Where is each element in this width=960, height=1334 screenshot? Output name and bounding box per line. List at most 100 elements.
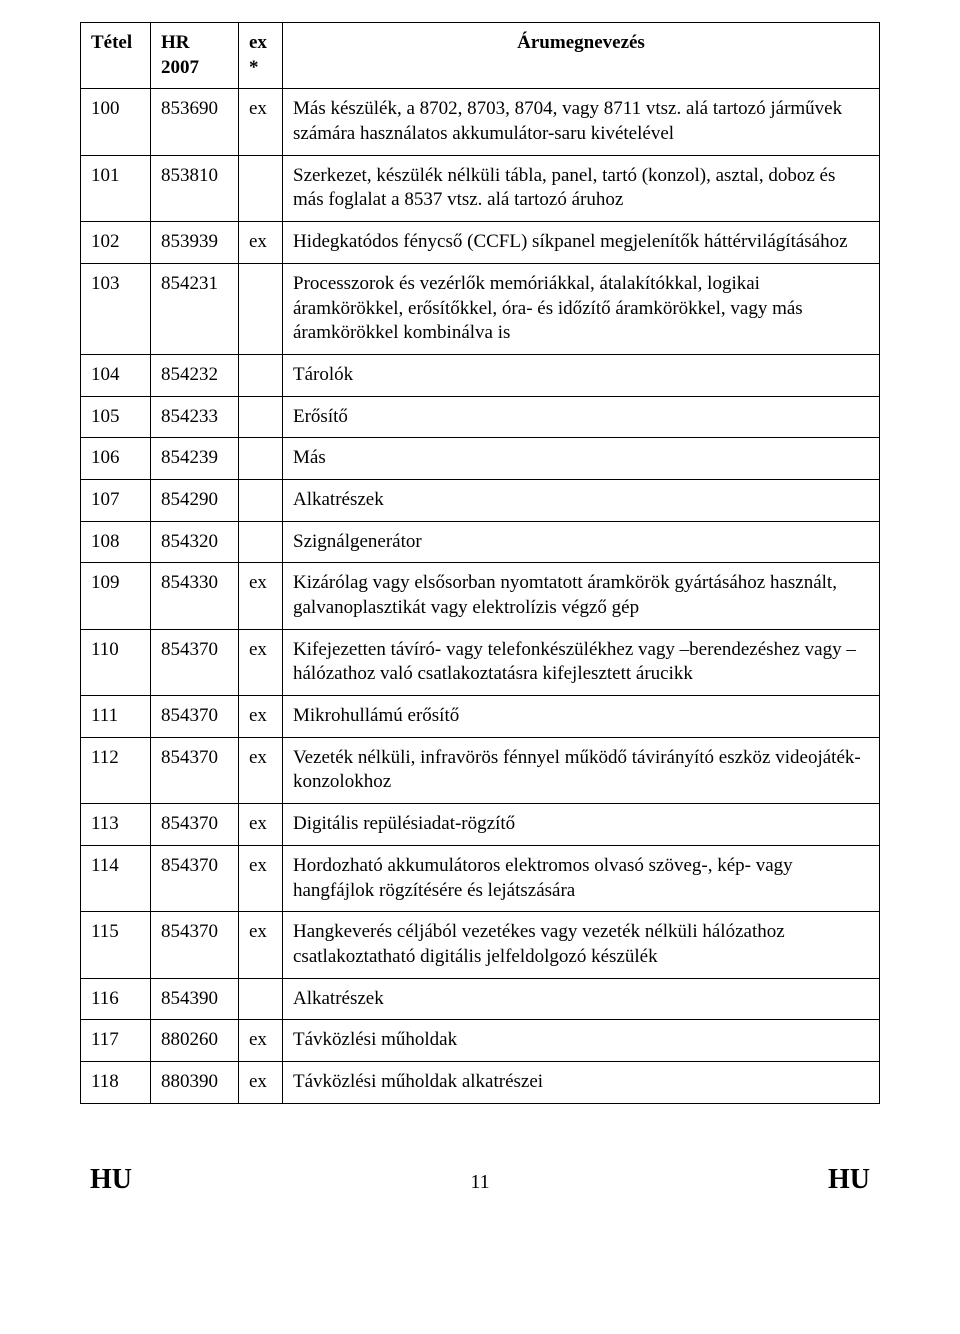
cell-tetel: 111	[81, 696, 151, 738]
cell-ex: ex	[239, 629, 283, 695]
cell-ex	[239, 155, 283, 221]
cell-ex	[239, 978, 283, 1020]
cell-ex: ex	[239, 696, 283, 738]
cell-arumegnevezes: Szignálgenerátor	[283, 521, 880, 563]
cell-hr: 854370	[151, 629, 239, 695]
document-page: Tétel HR 2007 ex * Árumegnevezés 1008536…	[0, 0, 960, 1256]
table-row: 100853690exMás készülék, a 8702, 8703, 8…	[81, 89, 880, 155]
cell-ex: ex	[239, 912, 283, 978]
table-row: 115854370exHangkeverés céljából vezetéke…	[81, 912, 880, 978]
cell-arumegnevezes: Vezeték nélküli, infravörös fénnyel műkö…	[283, 737, 880, 803]
table-row: 109854330exKizárólag vagy elsősorban nyo…	[81, 563, 880, 629]
col-header-hr: HR 2007	[151, 23, 239, 89]
cell-hr: 880390	[151, 1061, 239, 1103]
cell-ex	[239, 521, 283, 563]
cell-tetel: 101	[81, 155, 151, 221]
cell-arumegnevezes: Processzorok és vezérlők memóriákkal, át…	[283, 263, 880, 354]
cell-ex: ex	[239, 804, 283, 846]
table-row: 112854370exVezeték nélküli, infravörös f…	[81, 737, 880, 803]
cell-hr: 854231	[151, 263, 239, 354]
cell-hr: 854390	[151, 978, 239, 1020]
cell-tetel: 116	[81, 978, 151, 1020]
cell-ex	[239, 354, 283, 396]
lang-code-right: HU	[828, 1164, 870, 1196]
cell-hr: 854233	[151, 396, 239, 438]
table-row: 103854231 Processzorok és vezérlők memóri…	[81, 263, 880, 354]
cell-hr: 854330	[151, 563, 239, 629]
table-row: 113854370exDigitális repülésiadat-rögzít…	[81, 804, 880, 846]
table-row: 104854232 Tárolók	[81, 354, 880, 396]
cell-ex: ex	[239, 845, 283, 911]
cell-arumegnevezes: Kizárólag vagy elsősorban nyomtatott ára…	[283, 563, 880, 629]
cell-hr: 854320	[151, 521, 239, 563]
cell-tetel: 117	[81, 1020, 151, 1062]
cell-arumegnevezes: Kifejezetten távíró- vagy telefonkészülé…	[283, 629, 880, 695]
cell-arumegnevezes: Hangkeverés céljából vezetékes vagy veze…	[283, 912, 880, 978]
cell-tetel: 108	[81, 521, 151, 563]
cell-tetel: 112	[81, 737, 151, 803]
table-row: 108854320 Szignálgenerátor	[81, 521, 880, 563]
table-row: 101853810 Szerkezet, készülék nélküli táb…	[81, 155, 880, 221]
cell-hr: 854370	[151, 804, 239, 846]
cell-arumegnevezes: Alkatrészek	[283, 479, 880, 521]
cell-tetel: 106	[81, 438, 151, 480]
cell-hr: 854370	[151, 845, 239, 911]
cell-tetel: 100	[81, 89, 151, 155]
cell-hr: 853939	[151, 222, 239, 264]
cell-hr: 854370	[151, 696, 239, 738]
cell-arumegnevezes: Erősítő	[283, 396, 880, 438]
cell-tetel: 113	[81, 804, 151, 846]
table-row: 106854239 Más	[81, 438, 880, 480]
cell-tetel: 105	[81, 396, 151, 438]
col-header-ex: ex *	[239, 23, 283, 89]
cell-tetel: 114	[81, 845, 151, 911]
cell-ex	[239, 396, 283, 438]
cell-hr: 854239	[151, 438, 239, 480]
cell-arumegnevezes: Szerkezet, készülék nélküli tábla, panel…	[283, 155, 880, 221]
cell-ex: ex	[239, 89, 283, 155]
cell-ex: ex	[239, 1020, 283, 1062]
table-row: 107854290Alkatrészek	[81, 479, 880, 521]
table-row: 102853939exHidegkatódos fénycső (CCFL) s…	[81, 222, 880, 264]
cell-tetel: 115	[81, 912, 151, 978]
col-header-arumegnevezes: Árumegnevezés	[283, 23, 880, 89]
cell-arumegnevezes: Tárolók	[283, 354, 880, 396]
table-row: 110854370exKifejezetten távíró- vagy tel…	[81, 629, 880, 695]
cell-arumegnevezes: Alkatrészek	[283, 978, 880, 1020]
cell-tetel: 110	[81, 629, 151, 695]
table-row: 118880390exTávközlési műholdak alkatrész…	[81, 1061, 880, 1103]
cell-hr: 853810	[151, 155, 239, 221]
cell-ex: ex	[239, 222, 283, 264]
cell-arumegnevezes: Hidegkatódos fénycső (CCFL) síkpanel meg…	[283, 222, 880, 264]
cell-tetel: 103	[81, 263, 151, 354]
table-row: 116854390 Alkatrészek	[81, 978, 880, 1020]
cell-arumegnevezes: Más	[283, 438, 880, 480]
cell-ex: ex	[239, 1061, 283, 1103]
cell-ex	[239, 479, 283, 521]
page-number: 11	[470, 1171, 489, 1194]
table-row: 114854370exHordozható akkumulátoros elek…	[81, 845, 880, 911]
header-row: Tétel HR 2007 ex * Árumegnevezés	[81, 23, 880, 89]
cell-arumegnevezes: Digitális repülésiadat-rögzítő	[283, 804, 880, 846]
cell-tetel: 109	[81, 563, 151, 629]
cell-tetel: 118	[81, 1061, 151, 1103]
cell-ex	[239, 438, 283, 480]
col-header-tetel: Tétel	[81, 23, 151, 89]
cell-arumegnevezes: Távközlési műholdak alkatrészei	[283, 1061, 880, 1103]
lang-code-left: HU	[90, 1164, 132, 1196]
cell-hr: 854232	[151, 354, 239, 396]
cell-hr: 854290	[151, 479, 239, 521]
table-row: 111854370exMikrohullámú erősítő	[81, 696, 880, 738]
cell-hr: 853690	[151, 89, 239, 155]
table-header: Tétel HR 2007 ex * Árumegnevezés	[81, 23, 880, 89]
cell-arumegnevezes: Más készülék, a 8702, 8703, 8704, vagy 8…	[283, 89, 880, 155]
page-footer: HU 11 HU	[80, 1164, 880, 1196]
cell-arumegnevezes: Mikrohullámú erősítő	[283, 696, 880, 738]
table-row: 105854233 Erősítő	[81, 396, 880, 438]
cell-tetel: 104	[81, 354, 151, 396]
cell-hr: 854370	[151, 912, 239, 978]
cell-tetel: 102	[81, 222, 151, 264]
cell-arumegnevezes: Hordozható akkumulátoros elektromos olva…	[283, 845, 880, 911]
cell-arumegnevezes: Távközlési műholdak	[283, 1020, 880, 1062]
cell-hr: 854370	[151, 737, 239, 803]
